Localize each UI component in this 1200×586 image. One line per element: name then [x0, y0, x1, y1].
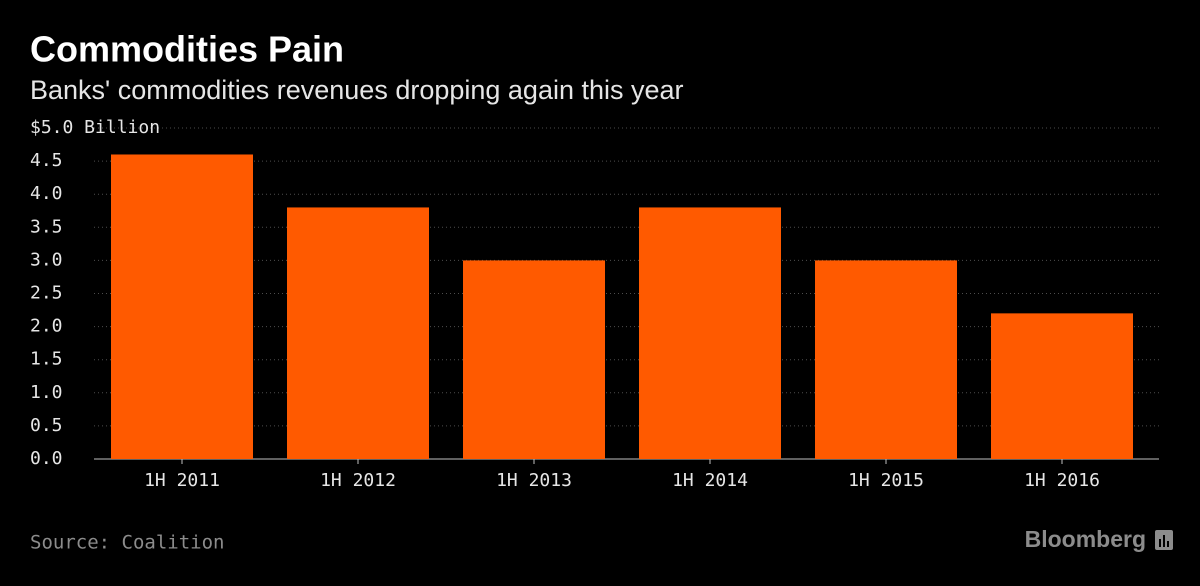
y-tick-label: 0.5	[30, 415, 63, 436]
source: Source: Coalition	[30, 532, 224, 554]
y-tick-label: 1.0	[30, 382, 63, 403]
x-tick-label: 1H 2011	[144, 470, 220, 491]
brand: Bloomberg	[1025, 526, 1146, 552]
x-tick-label: 1H 2015	[848, 470, 924, 491]
brand-icon	[1155, 530, 1173, 550]
y-tick-label: 4.0	[30, 183, 63, 204]
y-tick-label: 4.5	[30, 150, 63, 171]
bar	[991, 313, 1133, 459]
bar	[287, 207, 429, 459]
chart-subtitle: Banks' commodities revenues dropping aga…	[30, 75, 684, 105]
y-tick-label: 1.5	[30, 349, 63, 370]
x-tick-label: 1H 2016	[1024, 470, 1100, 491]
x-tick-label: 1H 2013	[496, 470, 572, 491]
bar	[639, 207, 781, 459]
y-tick-label: 2.5	[30, 283, 63, 304]
y-tick-label: 2.0	[30, 316, 63, 337]
x-tick-label: 1H 2014	[672, 470, 748, 491]
y-tick-label: $5.0 Billion	[30, 117, 160, 138]
y-tick-label: 3.5	[30, 216, 63, 237]
bar	[463, 260, 605, 459]
y-tick-label: 3.0	[30, 249, 63, 270]
x-tick-label: 1H 2012	[320, 470, 396, 491]
chart-title: Commodities Pain	[30, 29, 344, 70]
bar	[815, 260, 957, 459]
y-tick-label: 0.0	[30, 448, 63, 469]
bar	[111, 154, 253, 460]
